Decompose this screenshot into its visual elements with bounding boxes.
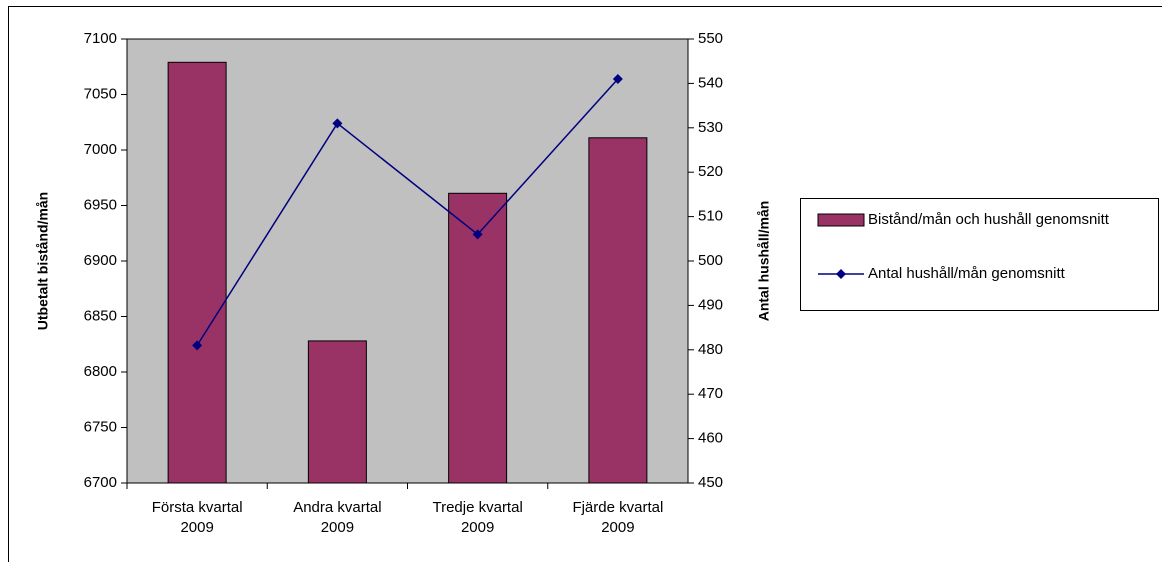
legend-label: Bistånd/mån och hushåll genomsnitt [868, 211, 1110, 228]
legend-swatch [817, 213, 865, 227]
y-tick-label: 6800 [84, 363, 117, 380]
y-tick-label: 6900 [84, 252, 117, 269]
y2-axis-label: Antal hushåll/mån [756, 201, 772, 322]
bar [588, 137, 648, 484]
x-tick-label: Tredje kvartal 2009 [432, 499, 522, 536]
x-tick-label: Andra kvartal 2009 [293, 499, 381, 536]
y2-tick-label: 510 [698, 208, 723, 225]
bar [307, 340, 367, 484]
y-tick-label: 6850 [84, 307, 117, 324]
x-tick-label-line: Andra kvartal [293, 499, 381, 516]
y2-tick-label: 550 [698, 30, 723, 47]
y2-tick-label: 520 [698, 163, 723, 180]
y-tick-label: 7100 [84, 30, 117, 47]
line [196, 78, 619, 346]
y-axis-label: Utbetalt bistånd/mån [35, 192, 51, 330]
x-tick-label-line: Fjärde kvartal [572, 499, 663, 516]
legend-marker [836, 269, 846, 279]
y-tick-label: 6700 [84, 474, 117, 491]
x-tick-label: Fjärde kvartal 2009 [572, 499, 663, 536]
marker [612, 73, 623, 84]
y2-tick-label: 490 [698, 296, 723, 313]
y2-tick-label: 500 [698, 252, 723, 269]
legend-label: Antal hushåll/mån genomsnitt [868, 265, 1066, 282]
marker [192, 340, 203, 351]
y2-tick-label: 530 [698, 119, 723, 136]
x-tick-label-line: Första kvartal [152, 499, 243, 516]
marker [472, 229, 483, 240]
y2-tick-label: 450 [698, 474, 723, 491]
x-tick-label-line: 2009 [180, 519, 213, 536]
y-tick-label: 6950 [84, 196, 117, 213]
x-tick-label-line: 2009 [461, 519, 494, 536]
x-tick-label: Första kvartal 2009 [152, 499, 243, 536]
y-tick-label: 7050 [84, 85, 117, 102]
bar [167, 61, 227, 484]
y2-tick-label: 470 [698, 385, 723, 402]
y-tick-label: 7000 [84, 141, 117, 158]
x-tick-label-line: 2009 [321, 519, 354, 536]
y-tick-label: 6750 [84, 418, 117, 435]
y2-tick-label: 480 [698, 341, 723, 358]
y2-tick-label: 540 [698, 74, 723, 91]
y2-tick-label: 460 [698, 430, 723, 447]
marker [332, 118, 343, 129]
x-tick-label-line: Tredje kvartal [432, 499, 522, 516]
bar [448, 192, 508, 484]
x-tick-label-line: 2009 [601, 519, 634, 536]
